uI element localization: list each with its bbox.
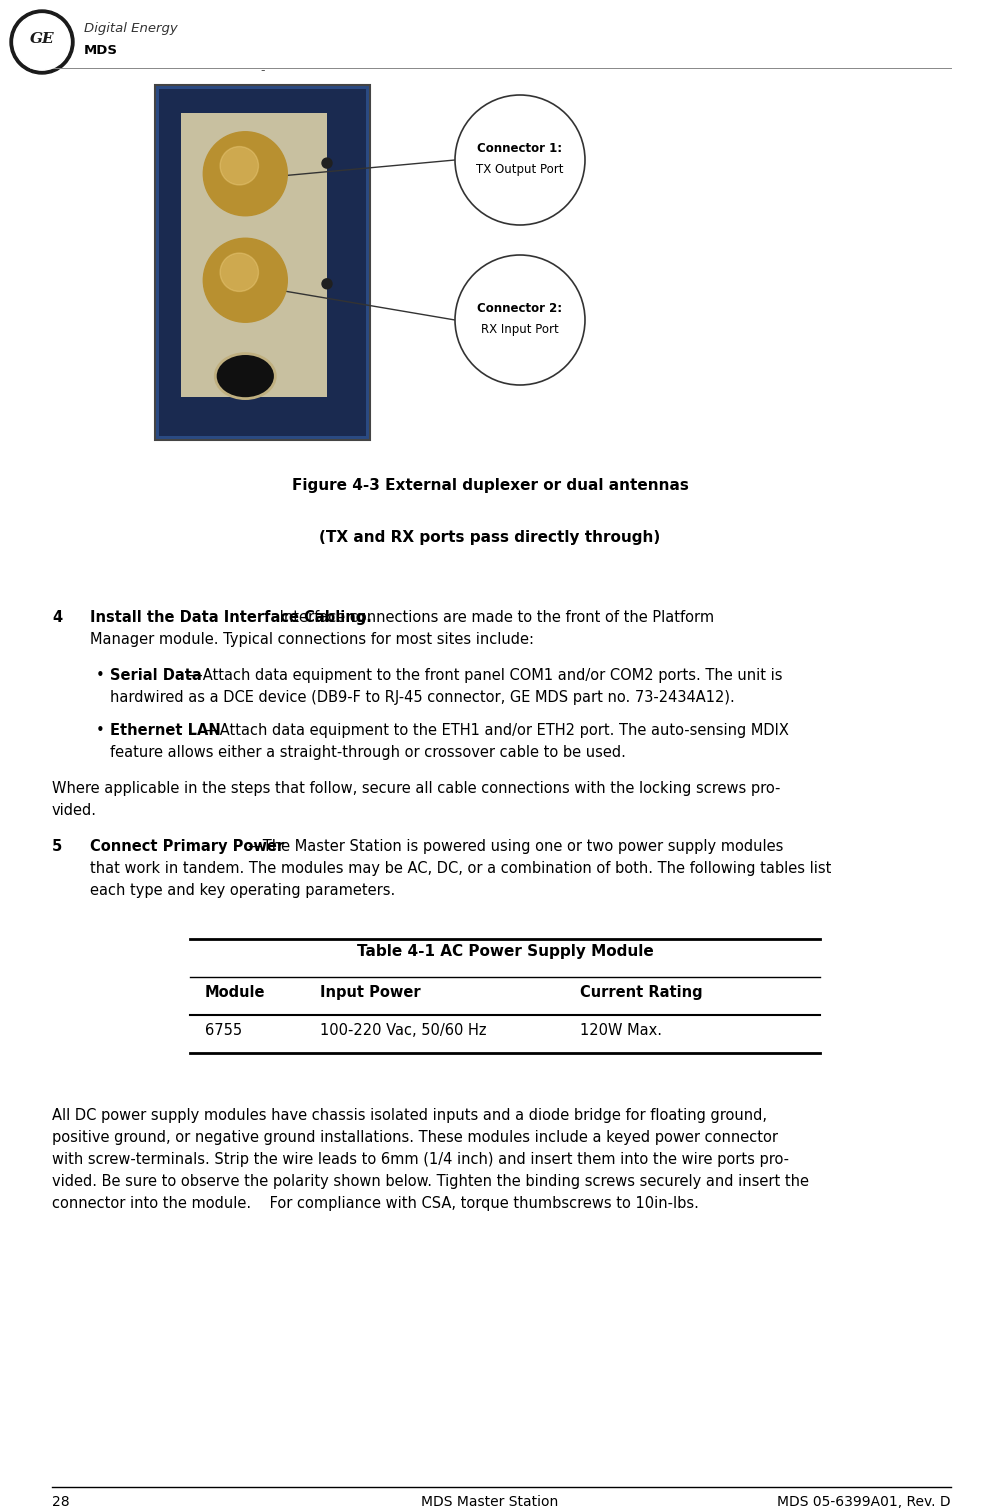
Text: •: • bbox=[96, 668, 105, 683]
Bar bbox=[159, 89, 366, 435]
Bar bbox=[155, 85, 370, 440]
Text: each type and key operating parameters.: each type and key operating parameters. bbox=[90, 883, 395, 898]
Text: Interface connections are made to the front of the Platform: Interface connections are made to the fr… bbox=[275, 609, 714, 624]
Text: feature allows either a straight-through or crossover cable to be used.: feature allows either a straight-through… bbox=[110, 745, 626, 761]
Text: MDS Master Station: MDS Master Station bbox=[422, 1495, 558, 1509]
Text: that work in tandem. The modules may be AC, DC, or a combination of both. The fo: that work in tandem. The modules may be … bbox=[90, 860, 831, 875]
Text: Current Rating: Current Rating bbox=[580, 984, 702, 999]
Circle shape bbox=[322, 278, 332, 289]
Text: 6755: 6755 bbox=[205, 1024, 242, 1039]
Bar bbox=[181, 113, 327, 398]
Circle shape bbox=[237, 166, 253, 181]
Text: Where applicable in the steps that follow, secure all cable connections with the: Where applicable in the steps that follo… bbox=[52, 782, 780, 795]
Text: Ethernet LAN: Ethernet LAN bbox=[110, 723, 221, 738]
Text: MDS 05-6399A01, Rev. D: MDS 05-6399A01, Rev. D bbox=[777, 1495, 951, 1509]
Circle shape bbox=[226, 154, 265, 194]
Circle shape bbox=[237, 272, 253, 289]
Text: Serial Data: Serial Data bbox=[110, 668, 202, 683]
Text: All DC power supply modules have chassis isolated inputs and a diode bridge for : All DC power supply modules have chassis… bbox=[52, 1108, 767, 1123]
Text: vided. Be sure to observe the polarity shown below. Tighten the binding screws s: vided. Be sure to observe the polarity s… bbox=[52, 1173, 809, 1188]
Text: TX Output Port: TX Output Port bbox=[476, 163, 564, 177]
Text: RX Input Port: RX Input Port bbox=[481, 324, 559, 337]
Circle shape bbox=[220, 253, 259, 292]
Circle shape bbox=[213, 248, 278, 313]
Text: positive ground, or negative ground installations. These modules include a keyed: positive ground, or negative ground inst… bbox=[52, 1129, 778, 1145]
Text: hardwired as a DCE device (DB9-F to RJ-45 connector, GE MDS part no. 73-2434A12): hardwired as a DCE device (DB9-F to RJ-4… bbox=[110, 689, 735, 705]
Text: Connect Primary Power: Connect Primary Power bbox=[90, 839, 284, 854]
Circle shape bbox=[203, 132, 287, 216]
Text: Input Power: Input Power bbox=[320, 984, 421, 999]
Text: (TX and RX ports pass directly through): (TX and RX ports pass directly through) bbox=[320, 531, 660, 544]
Text: -: - bbox=[260, 64, 265, 77]
Text: Figure 4-3 External duplexer or dual antennas: Figure 4-3 External duplexer or dual ant… bbox=[291, 478, 689, 493]
Circle shape bbox=[220, 147, 259, 184]
Circle shape bbox=[14, 14, 71, 70]
Ellipse shape bbox=[215, 354, 276, 399]
Circle shape bbox=[213, 142, 278, 206]
Circle shape bbox=[10, 11, 74, 74]
Text: •: • bbox=[96, 723, 105, 738]
Text: Table 4-1 AC Power Supply Module: Table 4-1 AC Power Supply Module bbox=[357, 943, 653, 959]
Text: Connector 2:: Connector 2: bbox=[478, 301, 562, 314]
Text: —The Master Station is powered using one or two power supply modules: —The Master Station is powered using one… bbox=[248, 839, 784, 854]
Text: Connector 1:: Connector 1: bbox=[478, 142, 562, 154]
Text: Install the Data Interface Cabling.: Install the Data Interface Cabling. bbox=[90, 609, 372, 624]
Circle shape bbox=[226, 260, 265, 301]
Circle shape bbox=[322, 159, 332, 168]
Text: GE: GE bbox=[29, 32, 54, 45]
Text: Manager module. Typical connections for most sites include:: Manager module. Typical connections for … bbox=[90, 632, 534, 647]
Text: Digital Energy: Digital Energy bbox=[84, 23, 178, 35]
Circle shape bbox=[455, 95, 585, 225]
Text: 28: 28 bbox=[52, 1495, 70, 1509]
Text: 4: 4 bbox=[52, 609, 62, 624]
Text: MDS: MDS bbox=[84, 44, 118, 57]
Circle shape bbox=[455, 256, 585, 386]
Text: connector into the module.    For compliance with CSA, torque thumbscrews to 10i: connector into the module. For complianc… bbox=[52, 1196, 698, 1211]
Circle shape bbox=[203, 239, 287, 322]
Text: Module: Module bbox=[205, 984, 266, 999]
Text: 5: 5 bbox=[52, 839, 62, 854]
Text: vided.: vided. bbox=[52, 803, 97, 818]
Text: —Attach data equipment to the front panel COM1 and/or COM2 ports. The unit is: —Attach data equipment to the front pane… bbox=[188, 668, 783, 683]
Text: 100-220 Vac, 50/60 Hz: 100-220 Vac, 50/60 Hz bbox=[320, 1024, 487, 1039]
Text: with screw-terminals. Strip the wire leads to 6mm (1/4 inch) and insert them int: with screw-terminals. Strip the wire lea… bbox=[52, 1152, 789, 1167]
Text: —Attach data equipment to the ETH1 and/or ETH2 port. The auto-sensing MDIX: —Attach data equipment to the ETH1 and/o… bbox=[205, 723, 789, 738]
Text: 120W Max.: 120W Max. bbox=[580, 1024, 662, 1039]
